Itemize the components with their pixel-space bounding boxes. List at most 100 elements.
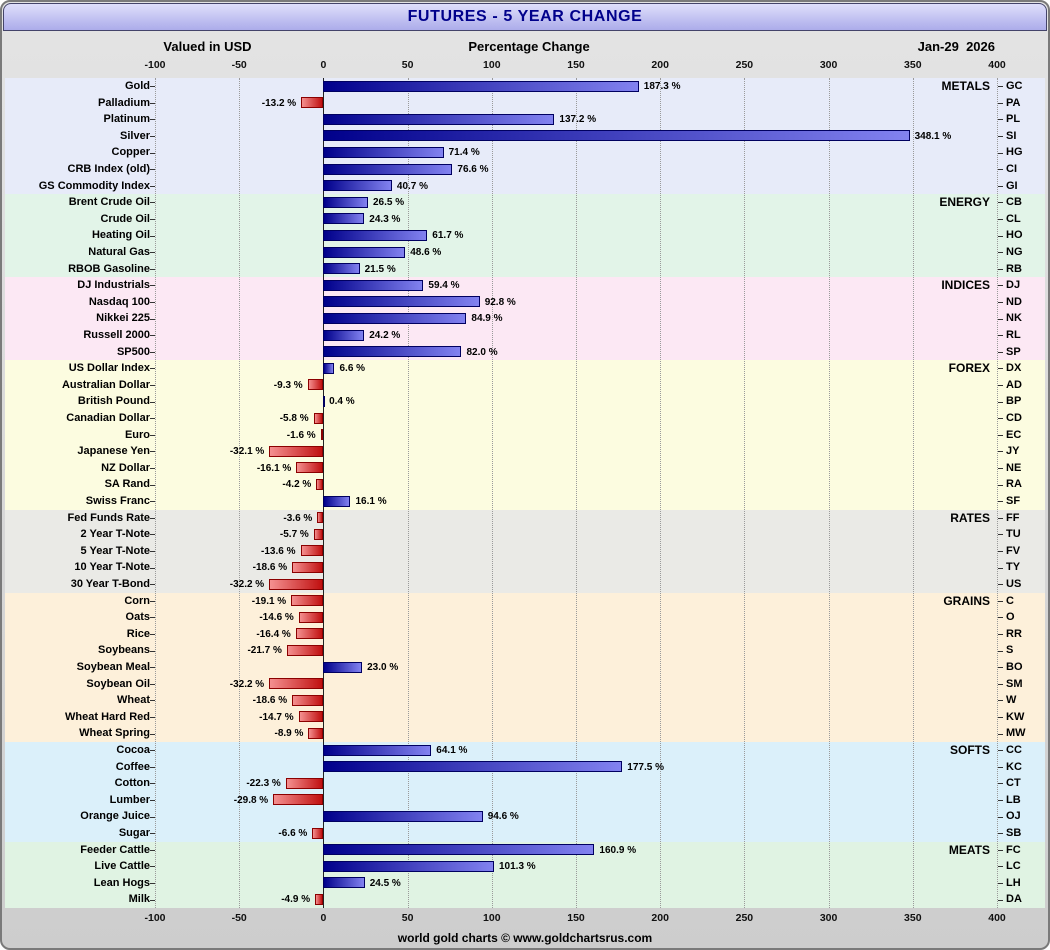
ticker-code: EC (1006, 428, 1022, 441)
value-bar (323, 296, 480, 308)
futures-row: Crude Oil 24.3 % CL (2, 211, 1048, 228)
right-axis-tick (998, 434, 1003, 436)
left-axis-tick (150, 849, 155, 851)
value-label: -14.7 % (259, 711, 294, 723)
title-bar: FUTURES - 5 YEAR CHANGE (3, 3, 1047, 31)
row-label: 5 Year T-Note (80, 544, 151, 557)
left-axis-tick (150, 86, 155, 88)
value-label: 137.2 % (559, 114, 597, 126)
right-axis-tick (998, 418, 1003, 420)
row-label: CRB Index (old) (67, 163, 151, 175)
row-label: Brent Crude Oil (68, 196, 150, 209)
left-axis-tick (150, 833, 155, 835)
left-axis-tick (150, 650, 155, 652)
value-label: -18.6 % (252, 695, 288, 707)
left-axis-tick (150, 318, 155, 320)
ticker-code: BP (1006, 395, 1022, 408)
value-bar (298, 711, 324, 723)
right-axis-tick (998, 551, 1003, 553)
value-label: -9.3 % (273, 379, 303, 391)
futures-row: Natural Gas 48.6 % NG (2, 244, 1048, 261)
header-percentage-change: Percentage Change (468, 39, 590, 54)
axis-tick-bottom: 0 (320, 912, 327, 924)
axis-tick-top: 50 (401, 59, 414, 71)
ticker-code: DA (1006, 893, 1022, 906)
ticker-code: CB (1006, 196, 1022, 209)
row-label: Soybean Meal (76, 661, 150, 673)
right-axis-tick (998, 567, 1003, 569)
futures-row: Heating Oil 61.7 % HO (2, 227, 1048, 244)
axis-tick-top: 300 (819, 59, 838, 71)
axis-tick-bottom: 250 (735, 912, 754, 924)
header-valued-in-usd: Valued in USD (163, 39, 252, 54)
value-label: 84.9 % (471, 313, 503, 325)
value-label: -21.7 % (247, 645, 282, 657)
row-label: Crude Oil (100, 212, 150, 225)
axis-tick-bottom: 50 (401, 912, 414, 924)
left-axis-tick (150, 351, 155, 353)
value-label: -3.6 % (283, 512, 313, 524)
row-label: DJ Industrials (77, 279, 150, 292)
ticker-code: FV (1006, 544, 1021, 557)
axis-tick-top: -100 (144, 59, 166, 71)
row-label: Orange Juice (80, 810, 150, 823)
left-axis-tick (150, 152, 155, 154)
futures-row: British Pound 0.4 % BP (2, 393, 1048, 410)
row-label: Swiss Franc (85, 495, 150, 507)
value-bar (320, 429, 324, 441)
left-axis-tick (150, 401, 155, 403)
left-axis-tick (150, 119, 155, 121)
ticker-code: CI (1006, 163, 1017, 175)
row-label: Milk (128, 893, 150, 906)
futures-row: Wheat Spring -8.9 % MW (2, 725, 1048, 742)
value-bar (313, 412, 324, 424)
ticker-code: AD (1006, 378, 1022, 391)
value-label: -16.1 % (256, 462, 292, 474)
right-axis-tick (998, 816, 1003, 818)
value-bar (323, 844, 595, 856)
value-label: 16.1 % (355, 496, 387, 507)
ticker-code: JY (1006, 445, 1020, 458)
row-label: Heating Oil (91, 229, 150, 242)
ticker-code: US (1006, 578, 1022, 590)
value-label: 160.9 % (599, 844, 637, 856)
group-band-grains (5, 592, 1045, 742)
futures-row: Wheat -18.6 % W (2, 692, 1048, 709)
value-bar (323, 196, 368, 208)
futures-row: Soybeans -21.7 % S (2, 642, 1048, 659)
gridline (660, 78, 662, 908)
futures-row: Oats -14.6 % O (2, 609, 1048, 626)
row-label: Silver (120, 129, 150, 142)
futures-row: NZ Dollar -16.1 % NE (2, 460, 1048, 477)
value-bar (323, 860, 494, 872)
ticker-code: HG (1006, 146, 1023, 159)
ticker-code: MW (1006, 727, 1026, 740)
value-bar (323, 80, 639, 92)
value-bar (323, 180, 392, 192)
value-bar (312, 827, 324, 839)
right-axis-tick (998, 385, 1003, 387)
ticker-code: CC (1006, 744, 1022, 756)
value-label: 94.6 % (487, 811, 519, 823)
left-axis-tick (150, 667, 155, 669)
row-label: Nikkei 225 (96, 312, 150, 325)
ticker-code: GC (1006, 80, 1023, 92)
right-axis-tick (998, 202, 1003, 204)
row-label: Nasdaq 100 (88, 295, 150, 308)
row-label: Coffee (115, 760, 150, 773)
gridline (491, 78, 493, 908)
row-label: Fed Funds Rate (67, 511, 150, 524)
value-bar (315, 893, 324, 905)
axis-tick-top: 250 (735, 59, 754, 71)
axis-tick-top: 100 (483, 59, 501, 71)
left-axis-tick (150, 634, 155, 636)
ticker-code: TY (1006, 561, 1021, 574)
futures-row: Live Cattle 101.3 % LC (2, 858, 1048, 875)
header-date: Jan-29 2026 (917, 39, 995, 54)
axis-tick-bottom: 100 (483, 912, 501, 924)
futures-row: Sugar -6.6 % SB (2, 825, 1048, 842)
group-label: INDICES (941, 278, 990, 293)
left-axis-tick (150, 385, 155, 387)
futures-row: GS Commodity Index 40.7 % GI (2, 178, 1048, 195)
ticker-code: O (1006, 611, 1015, 624)
